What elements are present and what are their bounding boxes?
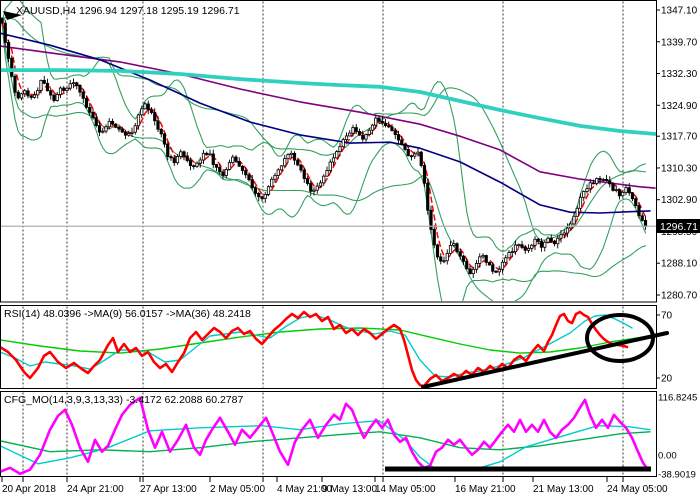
price-axis-label: 1288.10 [661, 259, 698, 270]
time-axis-label: 27 Apr 13:00 [140, 484, 197, 495]
chart-title: XAUUSD,H4 1296.94 1297.18 1295.19 1296.7… [16, 5, 240, 17]
cfg-axis-label: -38.9019 [658, 470, 696, 481]
time-axis-label: 20 Apr 2018 [2, 484, 56, 495]
price-axis-label: 1332.30 [661, 69, 698, 80]
price-axis-label: 1347.10 [661, 6, 698, 17]
time-axis-label: 14 May 05:00 [375, 484, 436, 495]
rsi-axis-label: 20 [661, 374, 673, 385]
cfg-axis-label: 116.8245 [658, 393, 697, 404]
price-axis-label: 1324.90 [661, 101, 698, 112]
time-axis-label: 16 May 21:00 [455, 484, 516, 495]
main-chart-layer[interactable] [0, 0, 656, 321]
cfg-indicator-label: CFG_MO(14,3,9,3,13,33) -3.4172 62.2088 6… [4, 394, 243, 406]
svg-text:1296.71: 1296.71 [660, 221, 698, 233]
annotation-ellipse[interactable] [585, 313, 655, 363]
grid-layer [22, 1, 624, 476]
annotation-trendline[interactable] [421, 331, 669, 389]
price-axis-label: 1339.70 [661, 37, 698, 48]
time-axis-label: 2 May 05:00 [210, 484, 265, 495]
time-axis-label: 21 May 13:00 [533, 484, 594, 495]
rsi-indicator-label: RSI(14) 48.0396 ->MA(9) 56.0157 ->MA(36)… [4, 308, 251, 320]
price-axis-label: 1317.70 [661, 132, 698, 143]
price-axis-label: 1310.30 [661, 163, 698, 174]
cfg-pane[interactable] [0, 391, 657, 477]
rsi-pane[interactable] [0, 305, 657, 389]
annotations-layer[interactable] [385, 313, 669, 472]
time-axis-label: 4 May 21:00 [277, 484, 332, 495]
price-axis-label: 1302.90 [661, 195, 698, 206]
price-axis-label: 1280.70 [661, 291, 698, 302]
rsi-axis-label: 70 [661, 311, 673, 322]
pane-borders [0, 0, 657, 477]
cfg-chart-layer[interactable] [0, 396, 651, 476]
symbol-marker-icon [3, 11, 22, 20]
candles-layer [1, 17, 648, 279]
time-axis-label: 24 May 05:00 [607, 484, 668, 495]
time-axis-label: 9 May 13:00 [322, 484, 377, 495]
time-axis-label: 24 Apr 21:00 [67, 484, 124, 495]
cfg-axis-label: 0.00 [658, 450, 677, 461]
current-price-tag: 1296.71 [657, 219, 700, 233]
rsi-chart-layer[interactable] [0, 310, 651, 388]
main-pane[interactable] [0, 0, 657, 303]
